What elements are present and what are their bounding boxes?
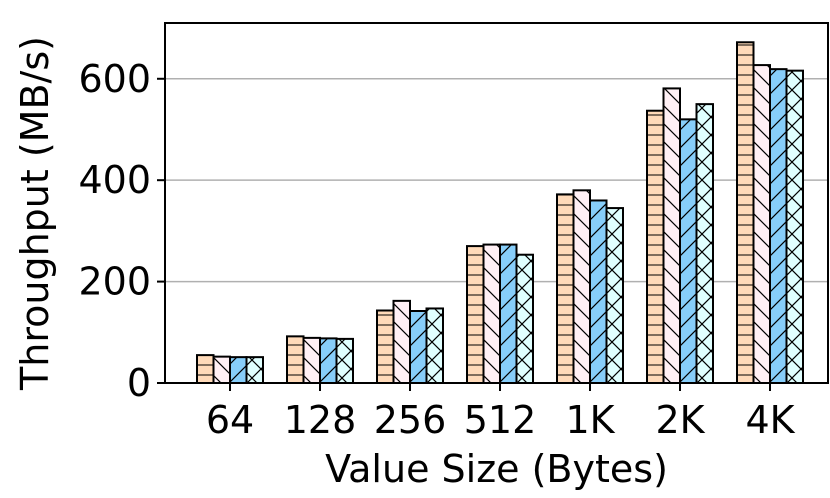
bar-hatch (572, 189, 591, 384)
y-axis-label: Throughput (MB/s) (13, 36, 57, 391)
bar-hatch (605, 207, 624, 384)
x-tick-label: 128 (284, 398, 357, 442)
plot-frame (164, 22, 829, 384)
bar-hatch (752, 64, 771, 385)
bar-hatch (212, 355, 231, 384)
bar-hatch (302, 336, 321, 384)
bar-hatch (482, 243, 501, 384)
bar-hatch (695, 103, 714, 384)
bar-hatch (466, 245, 485, 384)
y-tick-label: 0 (127, 361, 151, 405)
x-tick-label: 256 (374, 398, 447, 442)
bar-hatch (556, 193, 575, 384)
x-axis-label: Value Size (Bytes) (325, 447, 668, 491)
y-tick-label: 600 (78, 57, 151, 101)
bar-hatch (245, 356, 264, 384)
bar-hatch (736, 41, 755, 384)
bar-hatch (662, 87, 681, 384)
bar-hatch (319, 337, 338, 384)
bar-hatch (392, 299, 411, 385)
bar-hatch (425, 307, 444, 384)
ticks: 0 200 400 600 64 128 256 512 1K 2K 4K (78, 57, 795, 442)
bar-hatch (646, 109, 665, 384)
bar-hatch (409, 310, 428, 384)
bar-hatch (499, 243, 518, 384)
x-tick-label: 1K (565, 398, 615, 442)
bar-hatch (769, 68, 788, 385)
x-tick-label: 512 (464, 398, 537, 442)
bar-hatch (286, 335, 305, 384)
bar-hatch (229, 356, 248, 384)
y-tick-label: 200 (78, 260, 151, 304)
bars (196, 41, 804, 385)
y-tick-label: 400 (78, 158, 151, 202)
bar-hatch (335, 337, 354, 385)
bar-hatch (785, 69, 804, 385)
bar-hatch (515, 253, 534, 384)
bar-hatch (679, 118, 698, 384)
bar-hatch (196, 354, 215, 384)
x-tick-label: 64 (206, 398, 254, 442)
x-tick-label: 4K (745, 398, 795, 442)
x-tick-label: 2K (655, 398, 705, 442)
bar-hatch (589, 199, 608, 384)
bar-hatch (376, 309, 395, 384)
